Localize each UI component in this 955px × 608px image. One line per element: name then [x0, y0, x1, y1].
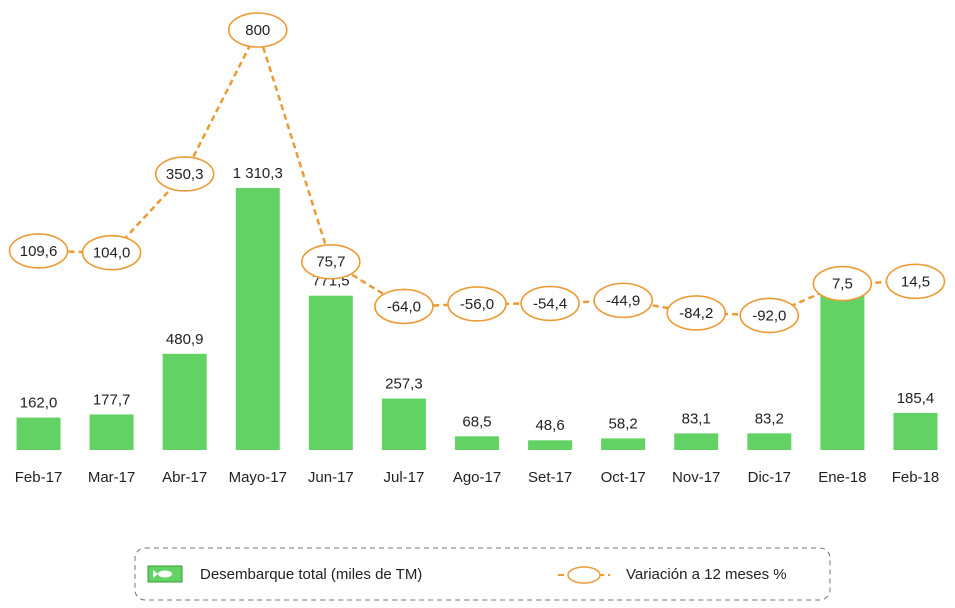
data-label: 104,0 — [93, 245, 131, 262]
data-label: -44,9 — [606, 292, 640, 309]
data-label: 257,3 — [385, 376, 423, 393]
x-tick-label: Oct-17 — [601, 469, 646, 486]
x-tick-label: Jul-17 — [383, 469, 424, 486]
data-label: 177,7 — [93, 391, 131, 408]
x-tick-label: Set-17 — [528, 469, 572, 486]
bar — [601, 438, 646, 450]
data-label: -54,4 — [533, 295, 567, 312]
data-label: -56,0 — [460, 296, 494, 313]
x-tick-label: Jun-17 — [308, 469, 354, 486]
line-marker — [154, 156, 215, 192]
bar — [455, 436, 499, 450]
x-tick-label: Dic-17 — [748, 469, 791, 486]
line-marker — [301, 243, 361, 280]
data-label: 162,0 — [20, 395, 58, 412]
bar — [674, 433, 719, 450]
line-marker — [520, 285, 580, 322]
x-tick-label: Mar-17 — [88, 469, 136, 486]
line-marker — [739, 297, 800, 334]
data-label: 75,7 — [316, 254, 345, 271]
data-label: 109,6 — [20, 243, 58, 260]
data-label: 350,3 — [166, 166, 204, 183]
bar — [893, 412, 938, 450]
x-tick-label: Ene-18 — [818, 469, 866, 486]
bar — [820, 294, 865, 450]
data-label: 1 310,3 — [233, 165, 283, 182]
data-label: 480,9 — [166, 331, 204, 348]
legend-box — [134, 547, 831, 601]
x-tick-label: Abr-17 — [162, 469, 207, 486]
data-label: -92,0 — [752, 307, 786, 324]
x-tick-label: Feb-18 — [892, 469, 940, 486]
legend-label: Desembarque total (miles de TM) — [200, 566, 422, 583]
bar — [308, 295, 353, 450]
line-marker — [81, 234, 142, 271]
legend-line-icon — [558, 566, 610, 584]
data-label: 58,2 — [609, 415, 638, 432]
data-label: 14,5 — [901, 273, 930, 290]
x-tick-label: Ago-17 — [453, 469, 501, 486]
line-marker — [812, 265, 873, 302]
x-tick-label: Mayo-17 — [229, 469, 287, 486]
legend-bar-icon — [147, 565, 183, 583]
data-label: 7,5 — [832, 276, 853, 293]
bar — [528, 440, 573, 450]
bar — [16, 417, 61, 450]
data-label: 83,1 — [682, 410, 711, 427]
line-marker — [447, 286, 507, 322]
line-marker — [885, 263, 946, 300]
line-marker — [593, 282, 653, 319]
data-label: 185,4 — [897, 390, 935, 407]
bar — [162, 353, 207, 450]
line-marker — [374, 288, 434, 325]
data-label: 800 — [245, 22, 270, 39]
line-marker — [8, 233, 69, 269]
bar — [381, 398, 426, 450]
line-marker — [227, 12, 288, 48]
legend-label: Variación a 12 meses % — [626, 566, 787, 583]
x-tick-label: Nov-17 — [672, 469, 720, 486]
data-label: 83,2 — [755, 410, 784, 427]
data-label: 68,5 — [462, 413, 491, 430]
bar — [235, 187, 280, 450]
bar — [89, 414, 134, 450]
data-label: -84,2 — [679, 305, 713, 322]
data-label: 48,6 — [535, 417, 564, 434]
line-marker — [666, 295, 727, 331]
x-tick-label: Feb-17 — [15, 469, 63, 486]
bar — [747, 433, 792, 450]
data-label: -64,0 — [387, 298, 421, 315]
